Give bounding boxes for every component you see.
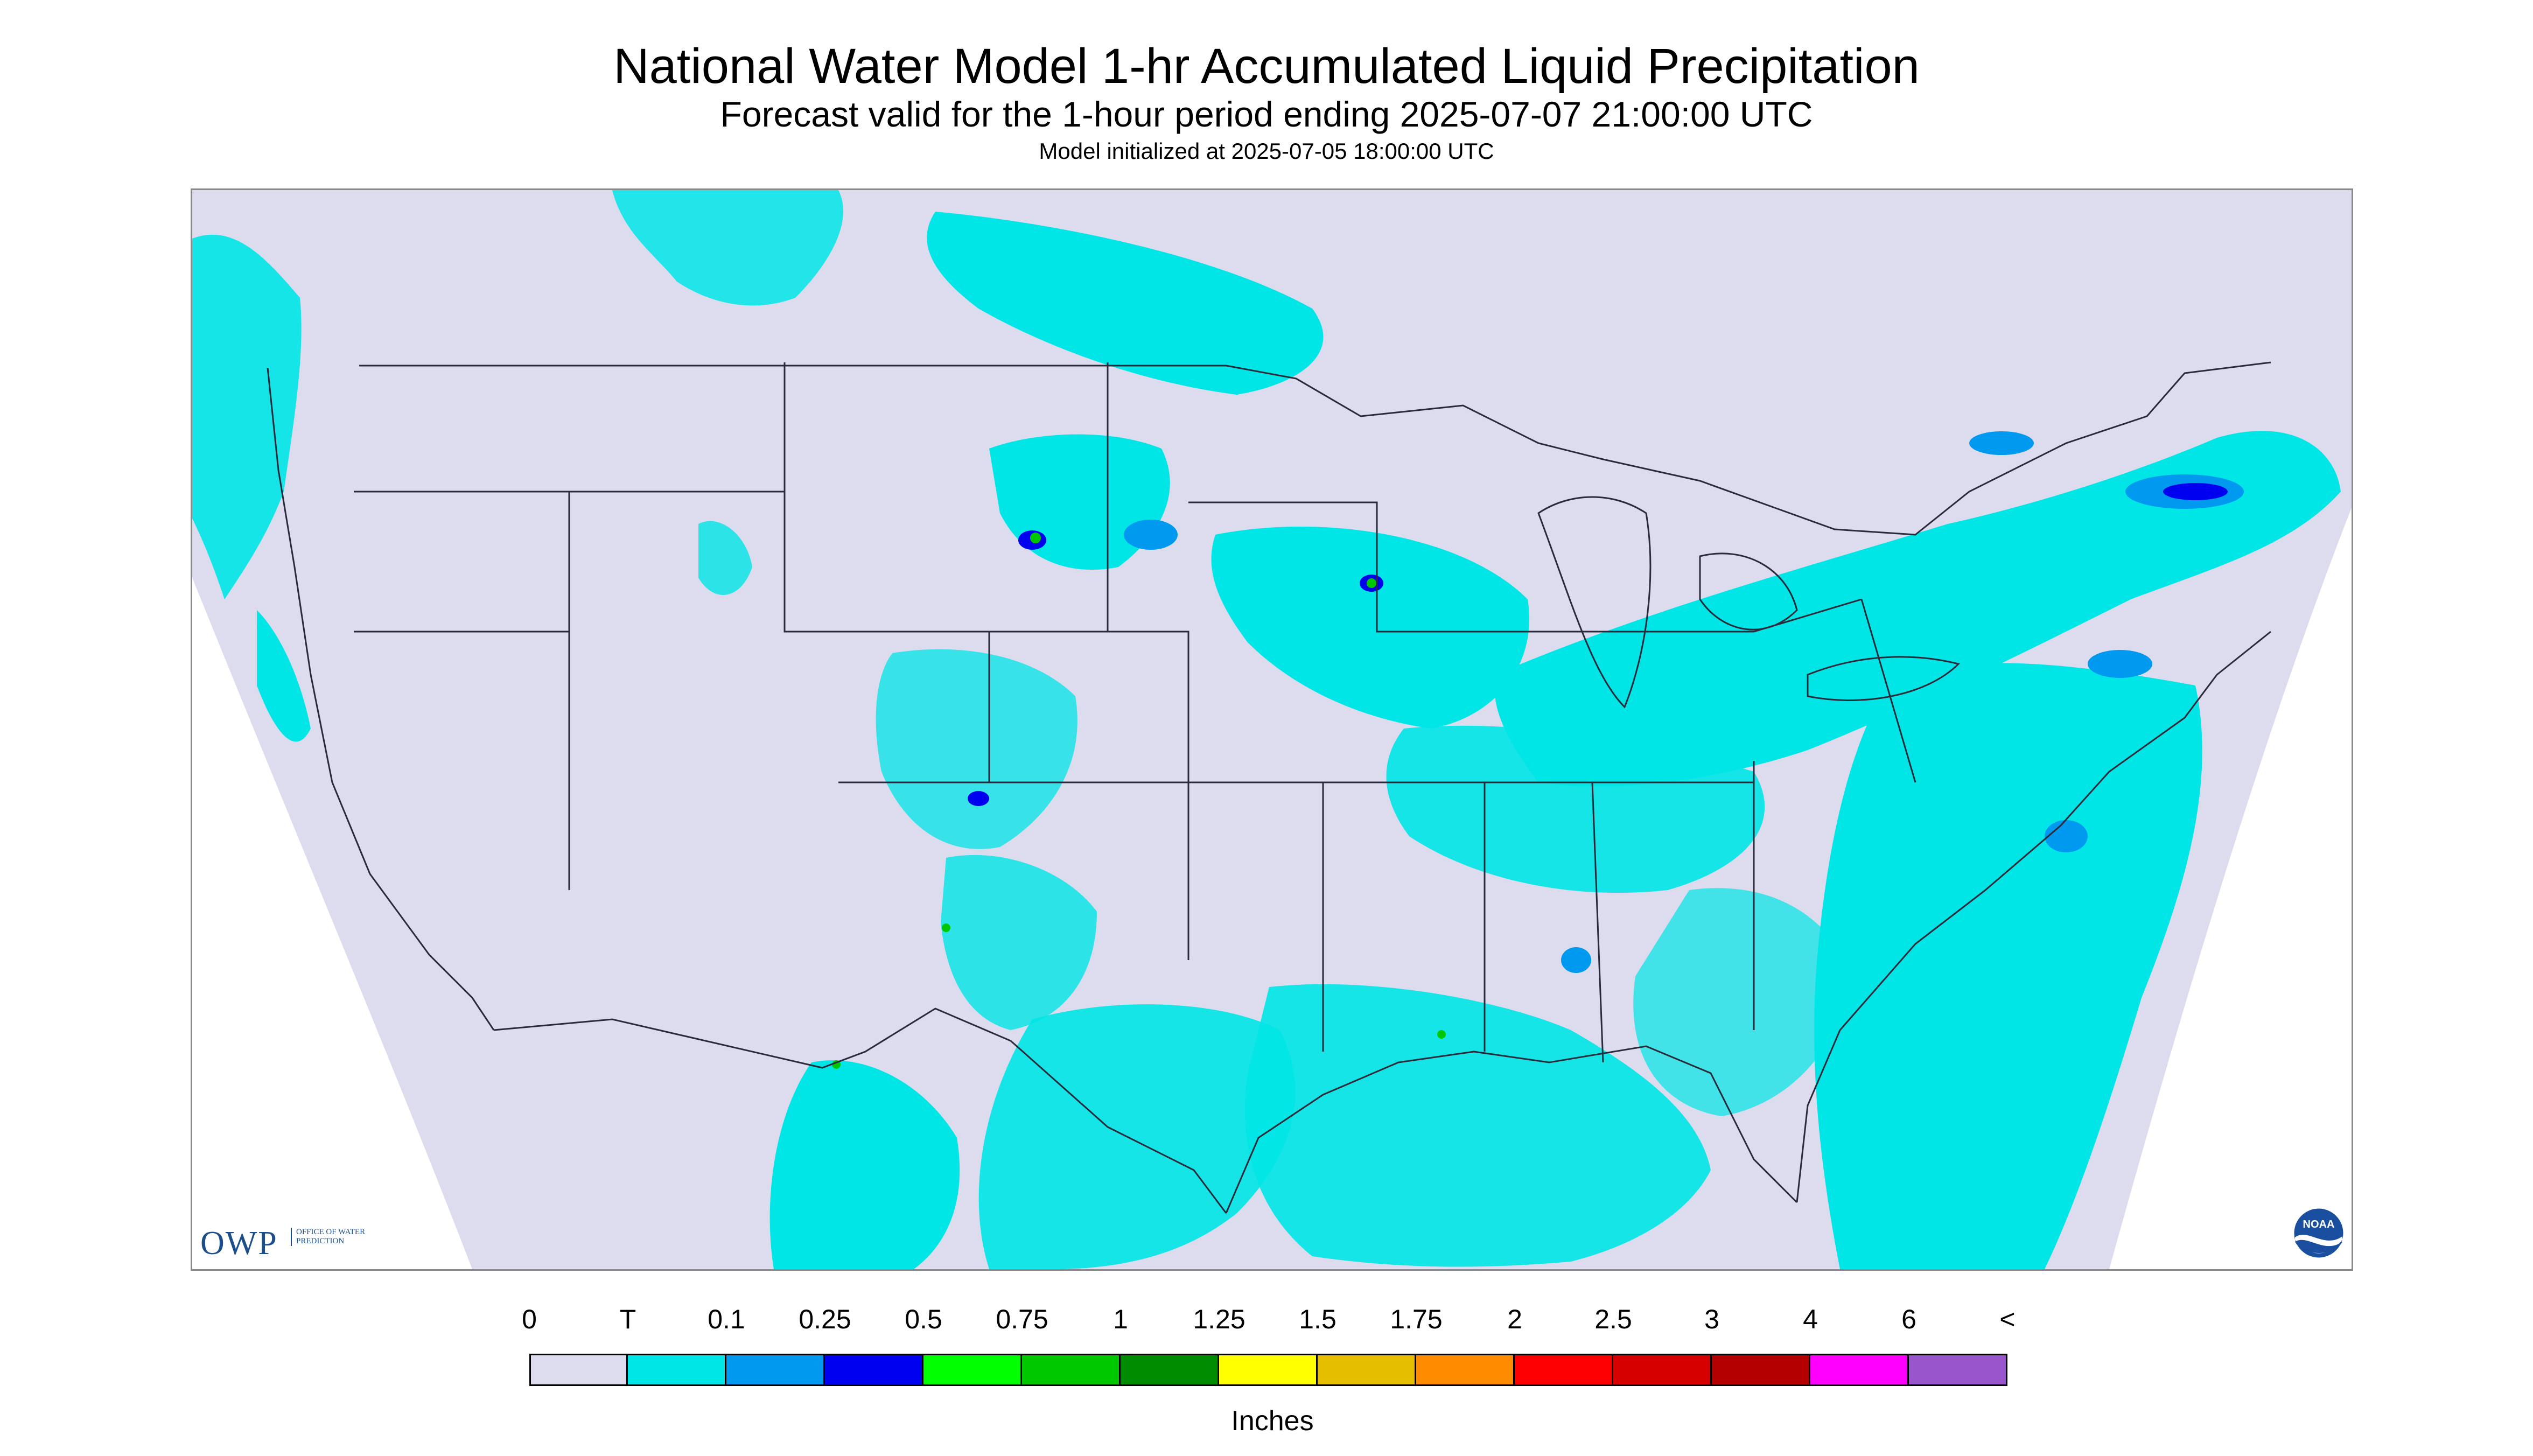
legend-units: Inches: [529, 1404, 2016, 1438]
legend-swatch-11: [1613, 1354, 1712, 1386]
noaa-logo-text: NOAA: [2303, 1219, 2335, 1230]
legend-tick-7: 1.25: [1193, 1303, 1245, 1335]
legend-swatch-10: [1515, 1354, 1613, 1386]
precip-legend: 0 T 0.1 0.25 0.5 0.75 1 1.25 1.5 1.75 2 2.5 3 4 6 < Inc…: [529, 1303, 2016, 1454]
cell-az-core: [942, 923, 950, 932]
legend-tick-14: 6: [1901, 1303, 1916, 1335]
precipitation-map: [191, 188, 2353, 1271]
legend-tick-4: 0.5: [905, 1303, 942, 1335]
cell-quebec: [1969, 431, 2034, 455]
cell-georgia: [1561, 947, 1591, 973]
owp-logo: OWP OFFICE OF WATER PREDICTION: [200, 1222, 373, 1265]
legend-swatch-4: [923, 1354, 1022, 1386]
noaa-logo: NOAA: [2292, 1206, 2346, 1260]
precip-area-east-coast: [1814, 663, 2202, 1269]
legend-swatch-14: [1909, 1354, 2007, 1386]
legend-tick-6: 1: [1113, 1303, 1128, 1335]
legend-tick-5: 0.75: [996, 1303, 1048, 1335]
cell-south-dakota: [1124, 520, 1178, 550]
legend-color-bar: [529, 1354, 2007, 1386]
legend-swatch-1: [628, 1354, 726, 1386]
legend-swatch-2: [726, 1354, 825, 1386]
legend-tick-0: 0: [522, 1303, 537, 1335]
cell-new-england: [2163, 483, 2228, 500]
map-subtitle: Forecast valid for the 1-hour period end…: [0, 93, 2533, 136]
legend-tick-3: 0.25: [799, 1303, 851, 1335]
legend-tick-12: 3: [1704, 1303, 1719, 1335]
legend-swatch-8: [1318, 1354, 1416, 1386]
legend-tick-11: 2.5: [1594, 1303, 1632, 1335]
legend-swatch-12: [1712, 1354, 1810, 1386]
legend-swatch-3: [825, 1354, 923, 1386]
owp-logo-text: OFFICE OF WATER PREDICTION: [291, 1228, 377, 1246]
legend-tick-15: <: [1999, 1303, 2015, 1335]
legend-tick-9: 1.75: [1390, 1303, 1442, 1335]
cell-ms-core: [1437, 1030, 1446, 1039]
cell-new-mexico: [968, 791, 989, 806]
legend-swatch-6: [1121, 1354, 1219, 1386]
map-canvas: [192, 190, 2352, 1269]
legend-tick-2: 0.1: [708, 1303, 745, 1335]
legend-swatch-0: [529, 1354, 628, 1386]
legend-tick-13: 4: [1803, 1303, 1818, 1335]
cell-virginia: [2045, 820, 2088, 852]
legend-tick-8: 1.5: [1299, 1303, 1337, 1335]
cell-mn-core: [1367, 578, 1376, 588]
legend-swatch-9: [1416, 1354, 1515, 1386]
owp-logo-letters: OWP: [200, 1224, 278, 1262]
legend-tick-10: 2: [1507, 1303, 1522, 1335]
legend-swatch-5: [1022, 1354, 1121, 1386]
cell-pennsylvania: [2088, 650, 2152, 678]
legend-swatch-13: [1810, 1354, 1909, 1386]
legend-swatch-7: [1219, 1354, 1318, 1386]
model-init-time: Model initialized at 2025-07-05 18:00:00…: [0, 137, 2533, 166]
cell-sd-core: [1030, 533, 1041, 543]
map-title: National Water Model 1-hr Accumulated Li…: [0, 37, 2533, 96]
legend-tick-1: T: [620, 1303, 636, 1335]
